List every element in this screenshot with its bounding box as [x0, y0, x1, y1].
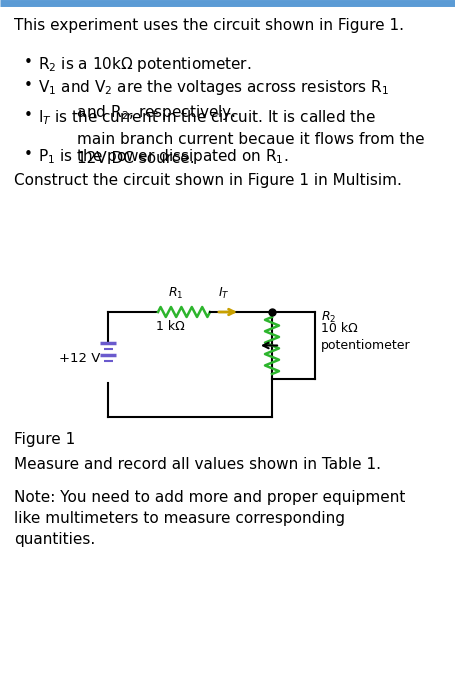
Text: •: • — [24, 108, 33, 123]
Text: This experiment uses the circuit shown in Figure 1.: This experiment uses the circuit shown i… — [14, 18, 404, 33]
Text: 10 kΩ
potentiometer: 10 kΩ potentiometer — [321, 322, 410, 352]
Text: $R_1$: $R_1$ — [168, 286, 184, 301]
Text: I$_T$ is the current in the circuit. It is called the
        main branch curren: I$_T$ is the current in the circuit. It … — [38, 108, 425, 167]
Text: Construct the circuit shown in Figure 1 in Multisim.: Construct the circuit shown in Figure 1 … — [14, 173, 402, 188]
Text: Note: You need to add more and proper equipment
like multimeters to measure corr: Note: You need to add more and proper eq… — [14, 490, 405, 547]
Text: $I_T$: $I_T$ — [218, 286, 230, 301]
Text: •: • — [24, 147, 33, 162]
Text: •: • — [24, 55, 33, 70]
Text: +12 V: +12 V — [59, 353, 100, 365]
Text: Measure and record all values shown in Table 1.: Measure and record all values shown in T… — [14, 457, 381, 472]
Text: •: • — [24, 78, 33, 93]
Text: P$_1$ is the power dissipated on R$_1$.: P$_1$ is the power dissipated on R$_1$. — [38, 147, 288, 166]
Text: 1 kΩ: 1 kΩ — [156, 320, 184, 333]
Text: R$_2$ is a 10kΩ potentiometer.: R$_2$ is a 10kΩ potentiometer. — [38, 55, 252, 74]
Text: $R_2$: $R_2$ — [321, 310, 336, 325]
Text: Figure 1: Figure 1 — [14, 432, 75, 447]
Text: V$_1$ and V$_2$ are the voltages across resistors R$_1$
        and R$_2$, respe: V$_1$ and V$_2$ are the voltages across … — [38, 78, 389, 122]
